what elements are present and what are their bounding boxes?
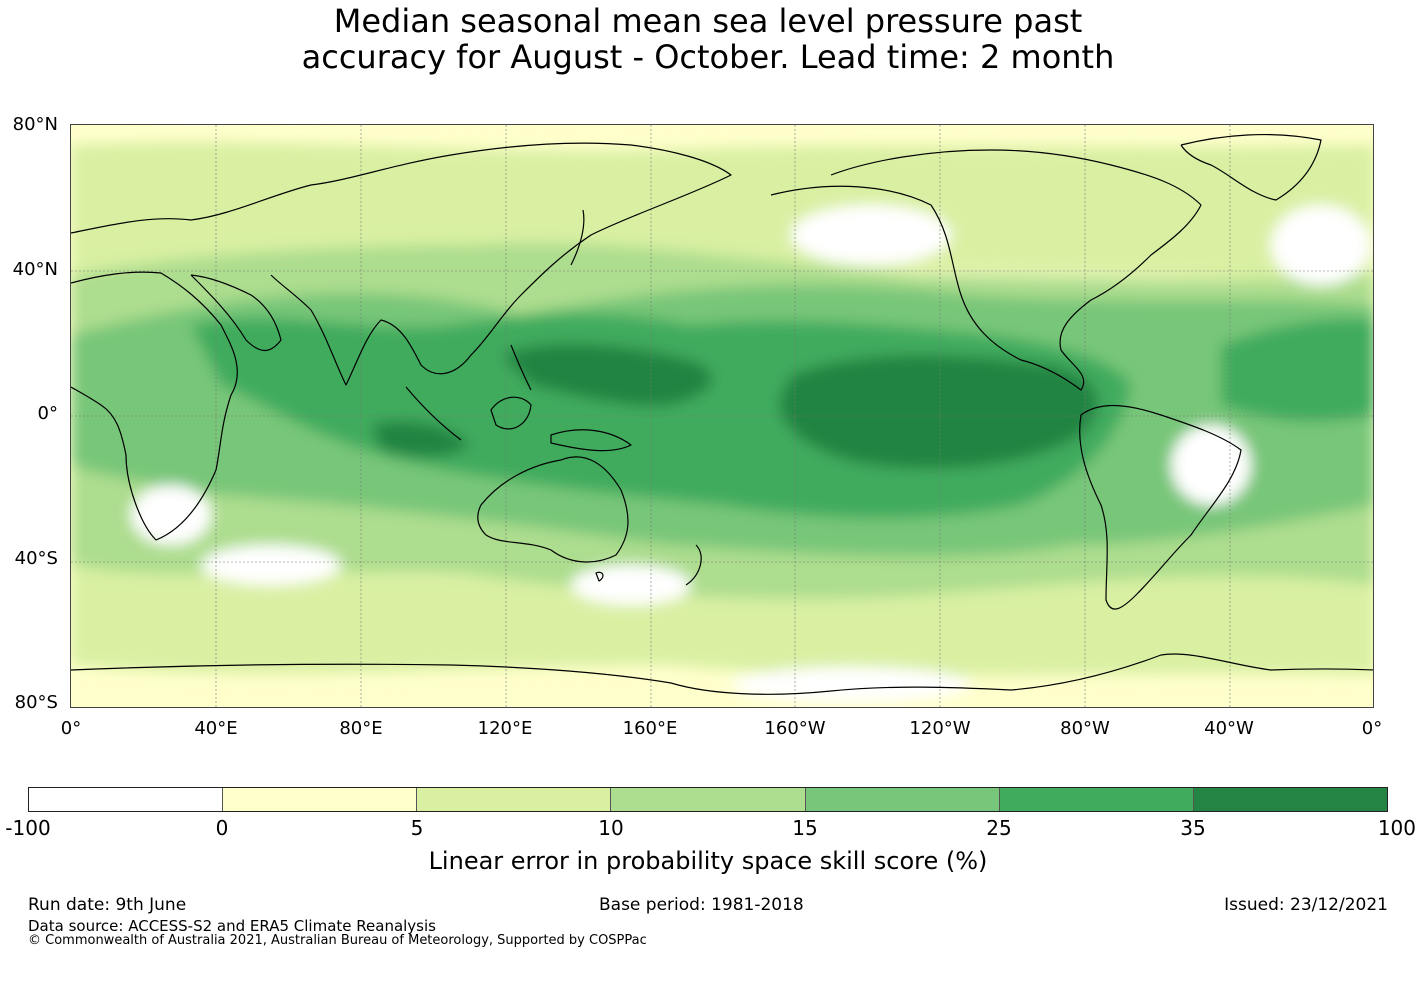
data-source: Data source: ACCESS-S2 and ERA5 Climate …	[28, 917, 436, 935]
colorbar-tick-35: 35	[1180, 816, 1206, 840]
coast-australia	[477, 456, 629, 563]
copyright: © Commonwealth of Australia 2021, Austra…	[28, 933, 647, 948]
field-35-100-io	[371, 421, 471, 457]
title-line-1: Median seasonal mean sea level pressure …	[333, 2, 1083, 40]
colorbar-seg-5-10	[417, 788, 612, 811]
colorbar-tick-15: 15	[792, 816, 818, 840]
lon-label-40w: 40°W	[1204, 718, 1254, 739]
coast-south-america	[1079, 405, 1242, 610]
lon-label-120w: 120°W	[909, 718, 971, 739]
map-canvas	[71, 125, 1373, 707]
field-25-35-atl	[1221, 318, 1373, 422]
coast-greenland	[1180, 133, 1322, 201]
lat-label-80n: 80°N	[12, 114, 58, 135]
lon-label-80e: 80°E	[339, 718, 383, 739]
field-35-100-cp	[779, 355, 1098, 469]
lon-label-160e: 160°E	[622, 718, 678, 739]
skill-field	[71, 142, 1373, 703]
coast-eurasia	[71, 142, 732, 386]
colorbar	[28, 787, 1388, 812]
lat-label-40s: 40°S	[14, 548, 58, 569]
coast-antarctica	[71, 653, 1373, 695]
colorbar-label: Linear error in probability space skill …	[428, 847, 988, 875]
field-5-10-south	[71, 545, 1373, 676]
colorbar-seg-25-35	[999, 788, 1194, 811]
colorbar-seg-15-25	[805, 788, 1000, 811]
field-neg-atl	[1271, 205, 1371, 285]
field-neg-south	[571, 565, 691, 605]
lon-label-120e: 120°E	[477, 718, 533, 739]
colorbar-seg-10-15	[611, 788, 806, 811]
skill-score-map	[70, 124, 1374, 708]
colorbar-tick-10: 10	[598, 816, 624, 840]
colorbar-tick-0: 0	[215, 816, 229, 840]
coast-new-guinea	[550, 429, 632, 452]
colorbar-seg-neg100-0	[29, 788, 224, 811]
issued-date: Issued: 23/12/2021	[1224, 895, 1388, 915]
coast-africa	[71, 271, 238, 541]
coast-japan	[570, 209, 585, 266]
field-neg-npac	[791, 205, 951, 265]
field-neg-ant	[731, 667, 971, 703]
run-date: Run date: 9th June	[28, 895, 187, 915]
lon-label-0-left: 0°	[60, 718, 82, 739]
colorbar-tick-neg100: -100	[5, 816, 51, 840]
lon-label-160w: 160°W	[764, 718, 826, 739]
colorbar-tick-100: 100	[1377, 816, 1416, 840]
colorbar-tick-5: 5	[410, 816, 424, 840]
coast-arabia	[190, 274, 282, 352]
lon-label-0-right: 0°	[1361, 718, 1383, 739]
lat-label-40n: 40°N	[12, 259, 58, 280]
colorbar-tick-25: 25	[986, 816, 1012, 840]
lon-label-80w: 80°W	[1060, 718, 1110, 739]
coast-north-america	[770, 149, 1202, 391]
coast-tasmania	[595, 571, 604, 582]
coastlines	[71, 133, 1373, 695]
base-period: Base period: 1981-2018	[599, 895, 804, 915]
colorbar-seg-0-5	[223, 788, 418, 811]
lat-label-80s: 80°S	[14, 692, 58, 713]
coast-philippines	[510, 344, 532, 391]
field-35-100-wp	[501, 343, 713, 406]
colorbar-seg-35-100	[1193, 788, 1387, 811]
lat-label-0: 0°	[37, 403, 58, 424]
coast-borneo	[490, 396, 532, 430]
lon-label-40e: 40°E	[194, 718, 238, 739]
coast-new-zealand	[685, 544, 702, 586]
field-neg-ind	[201, 545, 341, 585]
coast-sumatra	[405, 386, 462, 441]
field-neg-sam	[1171, 425, 1251, 505]
title-line-2: accuracy for August - October. Lead time…	[301, 38, 1115, 76]
field-neg-afr	[131, 485, 211, 545]
